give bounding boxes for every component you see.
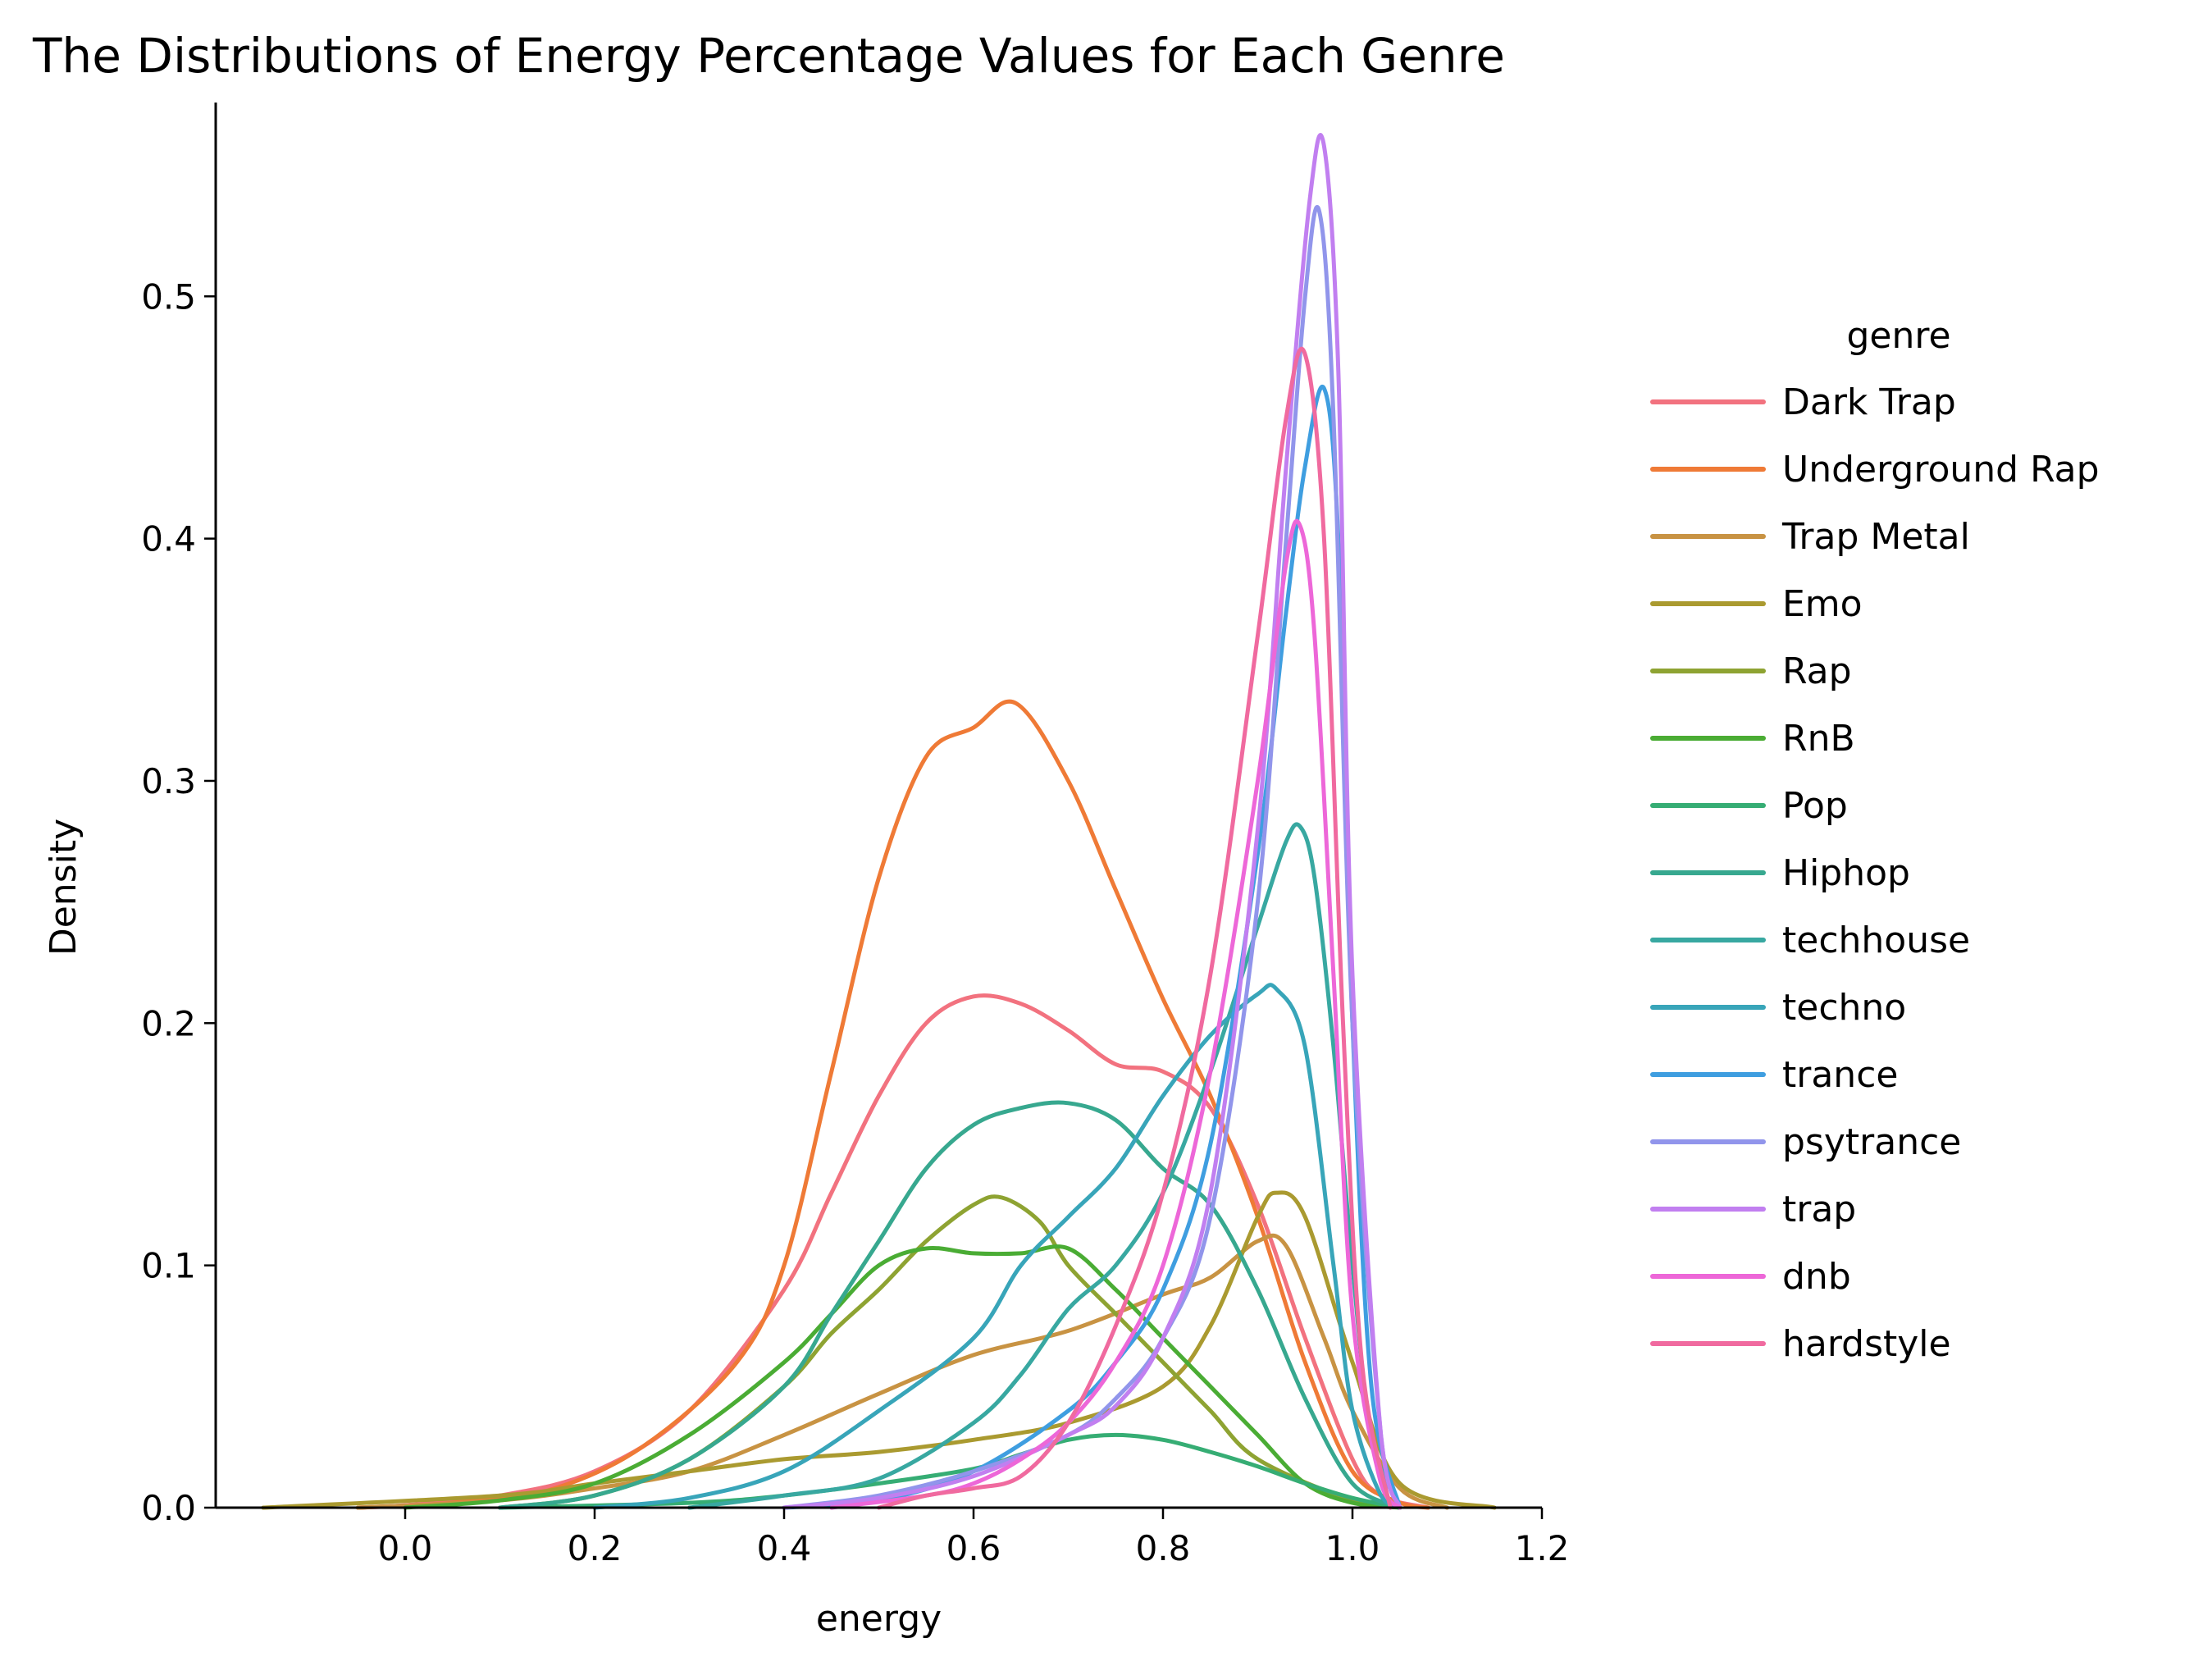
legend-label-hardstyle: hardstyle (1782, 1323, 1951, 1365)
series-line-underground-rap (355, 699, 1430, 1510)
series-line-hiphop (498, 1100, 1402, 1510)
legend-label-techhouse: techhouse (1782, 920, 1970, 961)
legend-label-hiphop: Hiphop (1782, 852, 1910, 894)
y-tick-label: 0.5 (141, 276, 196, 317)
x-axis: 0.0 0.2 0.4 0.6 0.8 1.0 1.2 (216, 1506, 1570, 1568)
series-line-dnb (829, 518, 1402, 1510)
y-axis-title: Density (43, 819, 84, 956)
y-tick-label: 0.3 (141, 761, 196, 801)
plot-area (261, 133, 1497, 1510)
legend-label-techno: techno (1782, 987, 1906, 1029)
x-tick-label: 0.4 (757, 1528, 812, 1568)
legend-label-rap: Rap (1782, 650, 1852, 692)
chart-title: The Distributions of Energy Percentage V… (32, 28, 1505, 84)
legend-label-dnb: dnb (1782, 1256, 1851, 1298)
y-tick-label: 0.0 (141, 1488, 196, 1528)
series-line-pop (498, 1432, 1402, 1510)
legend-label-trance: trance (1782, 1054, 1898, 1096)
x-tick-label: 1.0 (1325, 1528, 1380, 1568)
legend-label-dark-trap: Dark Trap (1782, 381, 1956, 423)
series-line-trap-metal (355, 1233, 1449, 1510)
series-line-techhouse (687, 822, 1402, 1510)
y-tick-label: 0.4 (141, 519, 196, 559)
x-tick-label: 0.0 (378, 1528, 433, 1568)
x-tick-label: 1.2 (1515, 1528, 1570, 1568)
x-tick-label: 0.2 (568, 1528, 623, 1568)
x-tick-label: 0.8 (1136, 1528, 1191, 1568)
legend-label-psytrance: psytrance (1782, 1121, 1961, 1163)
x-axis-title: energy (816, 1598, 942, 1640)
legend-label-emo: Emo (1782, 583, 1863, 625)
legend-label-pop: Pop (1782, 785, 1848, 827)
x-tick-label: 0.6 (946, 1528, 1001, 1568)
legend-label-trap: trap (1782, 1189, 1856, 1230)
series-line-trap (782, 133, 1402, 1510)
series-line-hardstyle (877, 346, 1393, 1510)
series-line-rnb (403, 1244, 1402, 1510)
legend-label-rnb: RnB (1782, 718, 1855, 760)
series-line-psytrance (782, 204, 1402, 1510)
y-tick-label: 0.2 (141, 1003, 196, 1043)
legend-label-underground-rap: Underground Rap (1782, 449, 2100, 491)
legend-title: genre (1846, 315, 1950, 357)
legend: genre Dark Trap Underground Rap Trap Metal… (1650, 315, 2100, 1365)
y-tick-label: 0.1 (141, 1246, 196, 1286)
legend-label-trap-metal: Trap Metal (1781, 516, 1970, 558)
y-axis: 0.0 0.1 0.2 0.3 0.4 0.5 (141, 103, 217, 1528)
series-line-techno (592, 983, 1402, 1510)
